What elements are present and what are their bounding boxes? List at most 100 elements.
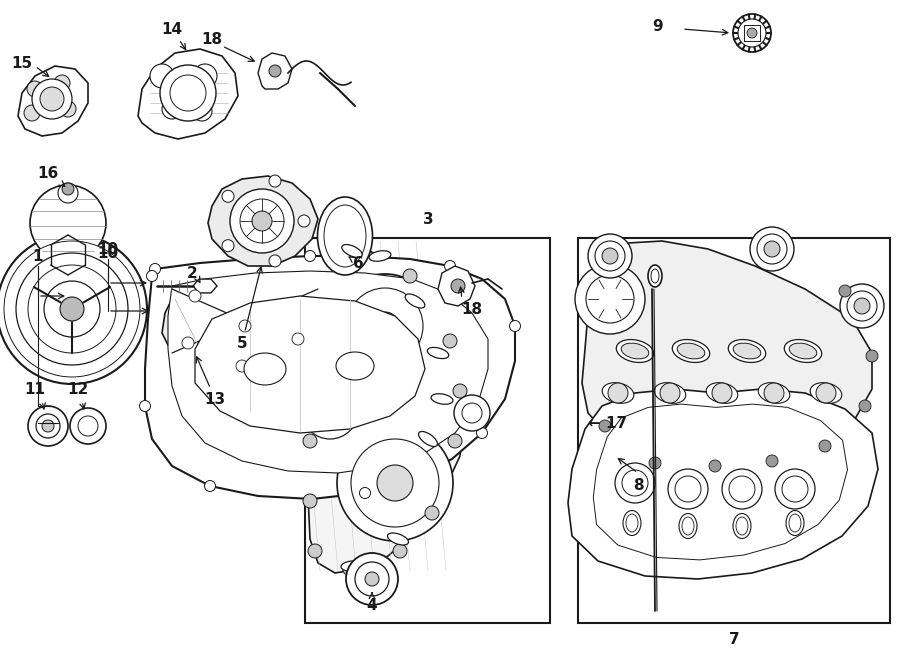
- Circle shape: [54, 75, 70, 91]
- Circle shape: [343, 562, 357, 576]
- Circle shape: [298, 215, 310, 227]
- Circle shape: [24, 105, 40, 121]
- Ellipse shape: [679, 514, 697, 539]
- Circle shape: [269, 255, 281, 267]
- Circle shape: [30, 185, 106, 261]
- Text: 1: 1: [32, 249, 43, 264]
- Circle shape: [302, 383, 358, 439]
- Ellipse shape: [654, 383, 686, 403]
- Circle shape: [365, 572, 379, 586]
- Polygon shape: [18, 66, 88, 136]
- Polygon shape: [208, 176, 318, 266]
- Polygon shape: [258, 53, 292, 89]
- Circle shape: [443, 334, 457, 348]
- Ellipse shape: [784, 340, 822, 362]
- Ellipse shape: [651, 269, 659, 283]
- Ellipse shape: [324, 205, 366, 267]
- Circle shape: [4, 241, 140, 377]
- Circle shape: [393, 544, 407, 558]
- Text: 15: 15: [12, 56, 32, 71]
- Circle shape: [16, 253, 128, 365]
- Circle shape: [42, 420, 54, 432]
- Polygon shape: [568, 389, 878, 579]
- Ellipse shape: [369, 251, 391, 261]
- Ellipse shape: [428, 348, 449, 359]
- Ellipse shape: [616, 340, 653, 362]
- Text: 13: 13: [196, 357, 226, 407]
- Circle shape: [303, 434, 317, 448]
- Circle shape: [425, 506, 439, 520]
- Circle shape: [454, 395, 490, 431]
- Circle shape: [355, 562, 389, 596]
- Polygon shape: [145, 256, 515, 499]
- Circle shape: [840, 284, 884, 328]
- Polygon shape: [438, 266, 475, 306]
- Circle shape: [764, 383, 784, 403]
- Circle shape: [816, 383, 836, 403]
- Circle shape: [0, 234, 147, 384]
- Polygon shape: [193, 279, 217, 293]
- Circle shape: [588, 234, 632, 278]
- Ellipse shape: [672, 340, 710, 362]
- Ellipse shape: [244, 353, 286, 385]
- Circle shape: [252, 211, 272, 231]
- Ellipse shape: [728, 340, 766, 362]
- Circle shape: [595, 241, 625, 271]
- Ellipse shape: [602, 383, 634, 403]
- Circle shape: [351, 439, 439, 527]
- Circle shape: [747, 28, 757, 38]
- Circle shape: [675, 476, 701, 502]
- Ellipse shape: [388, 533, 409, 545]
- Circle shape: [599, 420, 611, 432]
- Ellipse shape: [789, 343, 817, 359]
- Circle shape: [866, 350, 878, 362]
- Circle shape: [448, 434, 462, 448]
- Polygon shape: [138, 49, 238, 139]
- Text: 6: 6: [349, 256, 364, 270]
- Circle shape: [764, 241, 780, 257]
- Circle shape: [36, 414, 60, 438]
- Circle shape: [304, 251, 316, 262]
- Circle shape: [140, 401, 150, 412]
- Text: 12: 12: [68, 381, 88, 397]
- Circle shape: [445, 260, 455, 272]
- Ellipse shape: [789, 514, 801, 532]
- Text: 18: 18: [462, 301, 482, 317]
- Bar: [305, 238, 550, 623]
- Text: 8: 8: [633, 479, 643, 494]
- Circle shape: [722, 469, 762, 509]
- Circle shape: [775, 469, 815, 509]
- Circle shape: [337, 425, 453, 541]
- Circle shape: [819, 440, 831, 452]
- Circle shape: [668, 469, 708, 509]
- Circle shape: [230, 189, 294, 253]
- Ellipse shape: [341, 561, 363, 571]
- Ellipse shape: [648, 265, 662, 287]
- Circle shape: [269, 175, 281, 187]
- Bar: [578, 238, 890, 623]
- Polygon shape: [195, 296, 425, 433]
- Text: 14: 14: [161, 22, 185, 50]
- Circle shape: [149, 264, 160, 274]
- Ellipse shape: [623, 510, 641, 535]
- Ellipse shape: [758, 383, 790, 403]
- Polygon shape: [168, 271, 488, 473]
- Circle shape: [347, 288, 423, 364]
- Text: 9: 9: [652, 19, 663, 34]
- Ellipse shape: [706, 383, 738, 403]
- Text: 7: 7: [729, 631, 739, 646]
- Circle shape: [649, 457, 661, 469]
- Circle shape: [608, 383, 628, 403]
- Circle shape: [859, 400, 871, 412]
- Ellipse shape: [682, 517, 694, 535]
- Circle shape: [586, 275, 634, 323]
- Text: ← 17: ← 17: [588, 416, 627, 430]
- Circle shape: [308, 544, 322, 558]
- Ellipse shape: [342, 245, 362, 258]
- Ellipse shape: [810, 383, 842, 403]
- Circle shape: [712, 383, 732, 403]
- Ellipse shape: [405, 294, 425, 308]
- Circle shape: [60, 297, 84, 321]
- Circle shape: [204, 481, 215, 492]
- Circle shape: [750, 227, 794, 271]
